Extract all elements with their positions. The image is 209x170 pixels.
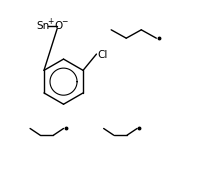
Text: Cl: Cl (98, 50, 108, 60)
Text: −: − (61, 17, 68, 26)
Text: O: O (54, 21, 63, 31)
Text: Sn: Sn (37, 21, 50, 31)
Text: +: + (47, 17, 53, 26)
